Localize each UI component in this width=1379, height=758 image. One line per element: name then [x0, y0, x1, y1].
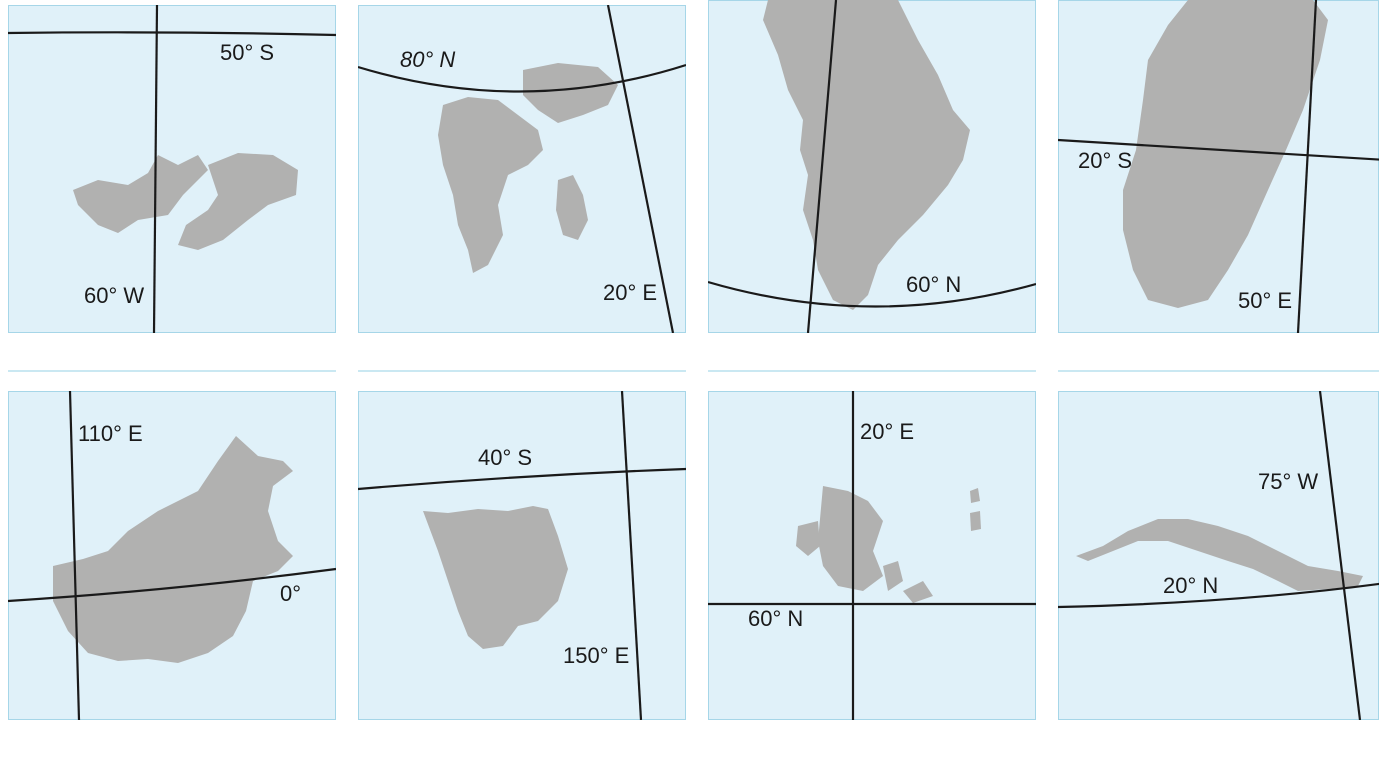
coordinate-label: 20° E: [860, 419, 914, 444]
land: [53, 436, 293, 663]
land: [73, 155, 208, 233]
coordinate-label: 150° E: [563, 643, 629, 668]
panel-content: [708, 391, 1036, 720]
graticule-line: [358, 63, 686, 93]
panel-content: [8, 5, 336, 333]
coordinate-label: 60° W: [84, 283, 144, 308]
land: [523, 63, 618, 123]
map-panel: 80° N 20° E: [358, 5, 686, 333]
graticule-line: [358, 467, 686, 491]
coordinate-label: 60° N: [748, 606, 803, 631]
land: [178, 153, 298, 250]
panel-content: [358, 5, 686, 333]
land: [1123, 0, 1328, 308]
map-panel: 20° E 60° N: [708, 391, 1036, 720]
graticule-line: [708, 280, 1036, 308]
panel-content: [708, 0, 1036, 333]
coordinate-label: 20° S: [1078, 148, 1132, 173]
coordinate-label: 50° E: [1238, 288, 1292, 313]
land: [423, 506, 568, 649]
map-panel: 60° N: [708, 0, 1036, 333]
panel-content: [358, 391, 686, 720]
panel-content: [1058, 391, 1379, 720]
panel-content: [8, 391, 336, 720]
land: [903, 581, 933, 603]
land: [1076, 519, 1363, 591]
land: [796, 521, 820, 556]
graticule-line: [8, 567, 336, 603]
map-panel: 20° S 50° E: [1058, 0, 1379, 333]
graticule-line: [620, 391, 643, 720]
coordinate-label: 60° N: [906, 272, 961, 297]
graticule-line: [1318, 391, 1362, 720]
map-panel: 50° S 60° W: [8, 5, 336, 333]
panel-content: [1058, 0, 1379, 333]
map-panel: 75° W 20° N: [1058, 391, 1379, 720]
land: [556, 175, 588, 240]
graticule-line: [1058, 582, 1379, 609]
land: [883, 561, 903, 591]
graticule-line: [8, 31, 336, 37]
coordinate-label: 75° W: [1258, 469, 1318, 494]
graticule-line: [152, 5, 159, 333]
graticule-line: [1058, 138, 1379, 161]
land: [763, 0, 970, 310]
land: [438, 97, 543, 273]
graticule-line: [1296, 0, 1318, 333]
coordinate-label: 20° N: [1163, 573, 1218, 598]
land: [818, 486, 883, 591]
land: [970, 511, 981, 531]
coordinate-label: 110° E: [78, 421, 143, 446]
coordinate-label: 20° E: [603, 280, 657, 305]
graticule-line: [806, 0, 838, 333]
coordinate-label: 50° S: [220, 40, 274, 65]
graticule-line: [68, 391, 81, 720]
coordinate-label: 40° S: [478, 445, 532, 470]
panel-background: [358, 5, 686, 333]
map-panel: 110° E 0°: [8, 391, 336, 720]
coordinate-label: 80° N: [400, 47, 455, 72]
coordinate-label: 0°: [280, 581, 301, 606]
graticule-line: [606, 5, 675, 333]
map-panel: 40° S 150° E: [358, 391, 686, 720]
land: [970, 488, 980, 503]
